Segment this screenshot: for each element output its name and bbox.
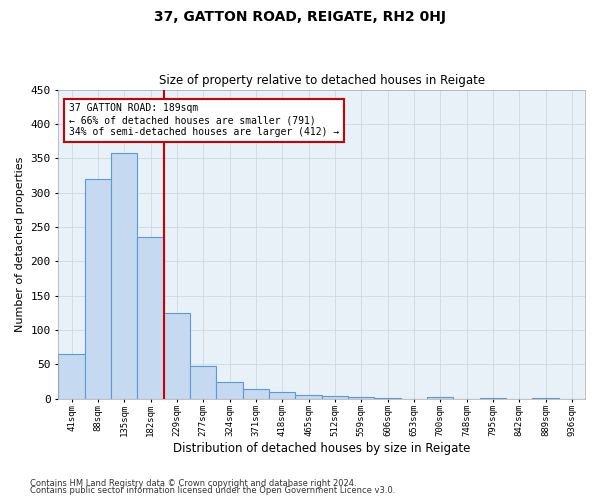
Text: Contains public sector information licensed under the Open Government Licence v3: Contains public sector information licen… <box>30 486 395 495</box>
Bar <box>111 152 137 398</box>
Text: Contains HM Land Registry data © Crown copyright and database right 2024.: Contains HM Land Registry data © Crown c… <box>30 478 356 488</box>
Bar <box>85 179 111 398</box>
Text: 37, GATTON ROAD, REIGATE, RH2 0HJ: 37, GATTON ROAD, REIGATE, RH2 0HJ <box>154 10 446 24</box>
Title: Size of property relative to detached houses in Reigate: Size of property relative to detached ho… <box>158 74 485 87</box>
Bar <box>243 389 269 398</box>
Bar <box>137 237 164 398</box>
Text: 37 GATTON ROAD: 189sqm
← 66% of detached houses are smaller (791)
34% of semi-de: 37 GATTON ROAD: 189sqm ← 66% of detached… <box>69 104 339 136</box>
Y-axis label: Number of detached properties: Number of detached properties <box>15 156 25 332</box>
Bar <box>269 392 295 398</box>
Bar <box>164 313 190 398</box>
Bar <box>322 396 348 398</box>
Bar <box>217 382 243 398</box>
Bar <box>58 354 85 399</box>
Bar <box>190 366 217 398</box>
Bar <box>295 394 322 398</box>
X-axis label: Distribution of detached houses by size in Reigate: Distribution of detached houses by size … <box>173 442 470 455</box>
